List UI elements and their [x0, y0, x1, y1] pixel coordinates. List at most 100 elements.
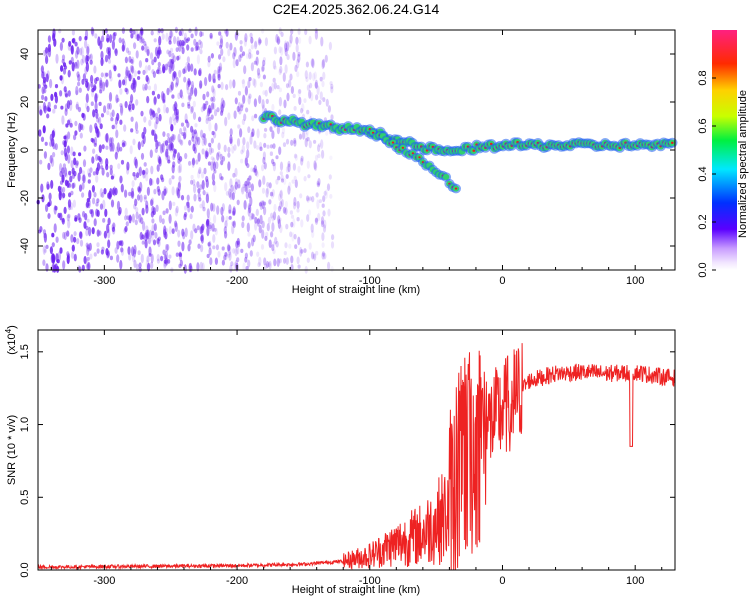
spectrogram-cell [97, 131, 101, 138]
spectrogram-cell [132, 85, 136, 93]
spectrogram-cell [221, 155, 226, 162]
spectrogram-cell [170, 142, 174, 151]
spectrogram-cell [140, 36, 144, 44]
spectrogram-cell [259, 146, 263, 152]
spectrogram-cell [293, 196, 297, 207]
spectrogram-cell [90, 137, 94, 143]
spectrogram-cell [227, 152, 231, 158]
spectrogram-cell [263, 142, 267, 148]
spectrogram-cell [43, 105, 47, 114]
spectrogram-cell [165, 148, 169, 158]
spectrogram-cell [62, 140, 66, 146]
spectrogram-cell [257, 262, 261, 268]
snr-series-line [38, 343, 675, 570]
spectrogram-cell [119, 259, 123, 270]
spectrogram-cell [155, 116, 159, 125]
spectrogram-cell [53, 38, 57, 47]
spectrogram-cell [163, 225, 167, 236]
spectrogram-cell [167, 259, 171, 264]
spectrogram-cell [320, 36, 324, 47]
snr-x-ticks: -300 -200 -100 0 100 [50, 330, 663, 587]
spectrogram-cell [62, 192, 66, 199]
spectrogram-cell [81, 264, 85, 272]
spectrogram-cell [330, 241, 335, 249]
spectrogram-cell [313, 253, 317, 261]
spectrogram-cell [156, 164, 160, 172]
spectrogram-cell [279, 190, 283, 198]
spectrogram-cell [248, 77, 252, 82]
spectrogram-cell [188, 262, 193, 270]
spectrogram-cell [70, 160, 74, 169]
spectrogram-cell [94, 122, 98, 130]
spectrogram-cell [178, 30, 182, 36]
spectrogram-cell [330, 266, 334, 273]
spectrogram-cell [79, 166, 83, 175]
spectrogram-cell [128, 73, 132, 82]
spectrogram-cell [248, 191, 252, 199]
spectrogram-cell [130, 33, 134, 39]
spectrogram-cell [235, 240, 239, 249]
spectrogram-cell [285, 223, 289, 230]
spectrogram-cell [153, 96, 157, 105]
spectrogram-cell [167, 61, 171, 68]
spectrogram-cell [271, 158, 275, 165]
spectrogram-cell [156, 185, 160, 193]
spectrogram-cell [272, 162, 276, 167]
spectrogram-cell [43, 151, 48, 159]
spectrogram-cell [190, 80, 194, 89]
spectrogram-cell [146, 255, 150, 263]
colorbar-gradient [712, 30, 737, 270]
spectrogram-cell [217, 142, 221, 151]
spectrogram-cell [95, 167, 99, 176]
spectrogram-cell [124, 215, 128, 221]
spectrogram-cell [234, 178, 239, 185]
spectrogram-cell [74, 130, 78, 136]
spectrogram-cell [170, 135, 174, 142]
spectrogram-cell [309, 82, 313, 89]
spectrogram-cell [43, 88, 47, 94]
spectrogram-cell [227, 112, 231, 120]
spectrogram-cell [163, 259, 167, 264]
spectrogram-cell [183, 76, 187, 83]
spectrogram-cell [70, 234, 74, 243]
spectrogram-cell [67, 213, 71, 219]
spectrogram-cell [41, 86, 45, 95]
spectrogram-cell [285, 138, 290, 145]
spectrogram-cell [89, 209, 93, 215]
spectrogram-cell [201, 179, 205, 190]
spectrogram-cell [68, 60, 72, 65]
spectrogram-cell [94, 109, 98, 113]
spectrogram-cell [181, 102, 185, 108]
spectrogram-cell [220, 176, 224, 181]
spectrogram-cell [138, 262, 142, 269]
spectrogram-cell [280, 46, 284, 56]
spectrogram-cell [55, 53, 59, 64]
spectrogram-cell [294, 244, 298, 250]
spectrogram-cell [120, 159, 125, 165]
spectrogram-cell [59, 180, 64, 185]
spectrogram-cell [111, 39, 115, 50]
spectrogram-cell [153, 188, 157, 195]
spectrogram-cell [56, 259, 60, 264]
spectrogram-cell [276, 36, 280, 45]
spectrogram-cell [105, 132, 109, 143]
spectrogram-cell [218, 44, 223, 49]
spectrogram-cell [207, 60, 211, 68]
spectrogram-cell [169, 84, 173, 93]
spectrogram-cell [330, 86, 334, 94]
spectrogram-cell [199, 261, 203, 270]
spectrogram-cell [268, 86, 272, 94]
spectrogram-cell [198, 197, 202, 202]
spectrogram-cell [210, 161, 214, 171]
spectrogram-cell [255, 171, 259, 178]
spectrogram-cell [61, 115, 65, 125]
spectrogram-cell [284, 242, 288, 249]
spectrogram-cell [96, 117, 100, 123]
spectrogram-cell [249, 196, 253, 207]
spectrogram-cell [167, 136, 171, 144]
trace-core [454, 187, 458, 190]
spectrogram-cell [160, 28, 164, 34]
spectrogram-cell [171, 186, 175, 196]
spectrogram-cell [144, 239, 148, 249]
spectrogram-cell [237, 102, 241, 112]
